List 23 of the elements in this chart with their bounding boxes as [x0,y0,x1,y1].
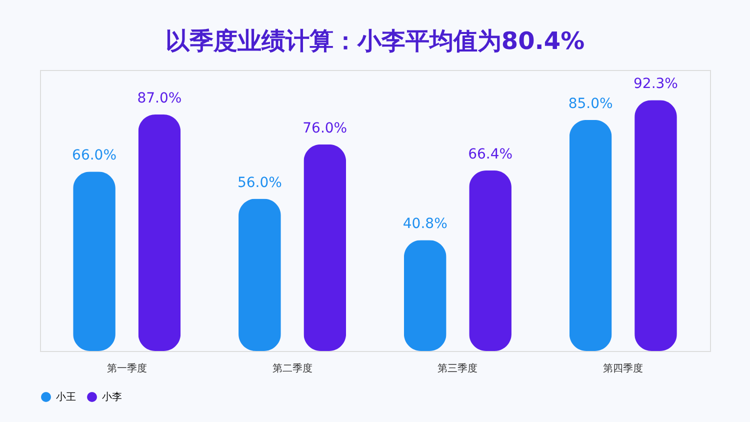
bar [138,114,181,351]
x-tick-label: 第二季度 [272,362,312,374]
bar [304,144,346,351]
data-label: 40.8% [402,216,448,232]
bar [634,100,677,351]
data-label: 85.0% [568,96,613,112]
chart-title: 以季度业绩计算：小李平均值为80.4% [165,27,585,55]
bar [469,170,512,351]
data-label: 87.0% [137,90,182,107]
bar [404,240,446,351]
data-label: 66.0% [72,148,117,164]
data-label: 76.0% [302,120,348,136]
bar [73,172,116,351]
legend-label: 小李 [102,391,122,403]
data-label: 66.4% [468,146,513,163]
data-label: 92.3% [633,76,678,92]
bar [569,120,612,351]
bar [238,198,281,351]
x-tick-label: 第四季度 [603,362,644,374]
legend-label: 小王 [56,391,76,403]
data-label: 56.0% [237,174,282,191]
x-tick-label: 第一季度 [106,362,147,374]
x-tick-label: 第三季度 [438,362,478,374]
